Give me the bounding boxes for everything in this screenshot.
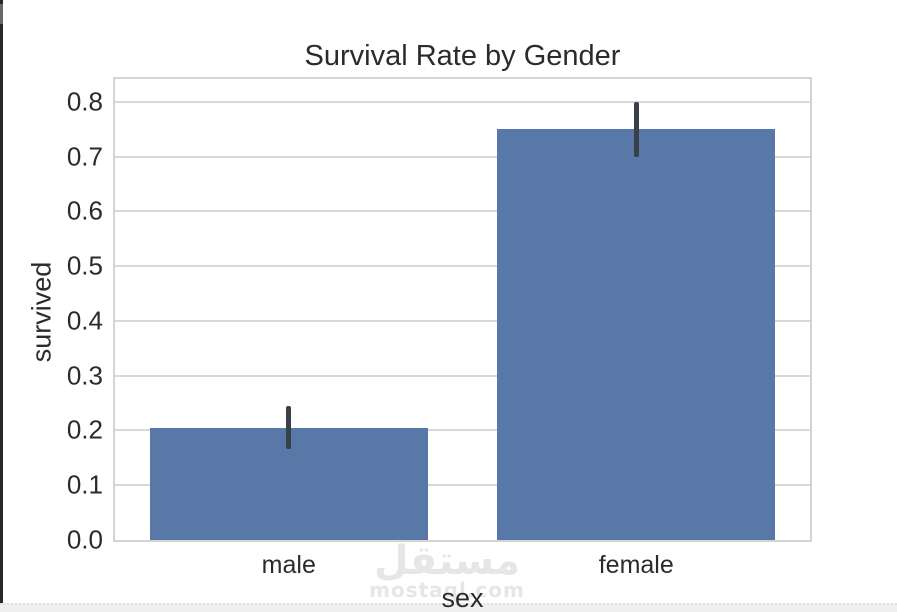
- y-tick-label-0.6: 0.6: [66, 195, 103, 226]
- x-tick-label-female: female: [598, 551, 674, 579]
- y-tick-label-0.7: 0.7: [66, 141, 103, 172]
- bars-layer: [115, 79, 810, 540]
- x-axis-label: sex: [441, 583, 484, 612]
- chart-title: Survival Rate by Gender: [304, 40, 621, 72]
- gridline-0.2: [115, 429, 810, 432]
- gridline-0.5: [115, 265, 810, 268]
- y-tick-label-0.1: 0.1: [66, 469, 103, 500]
- y-tick-label-0.4: 0.4: [66, 305, 103, 336]
- y-tick-label-0.2: 0.2: [66, 414, 103, 445]
- x-tick-label-male: male: [261, 551, 316, 579]
- error-bar-male: [286, 405, 292, 449]
- left-edge-strip-highlight: [0, 4, 3, 24]
- y-tick-label-0.0: 0.0: [66, 524, 103, 555]
- gridline-0.8: [115, 100, 810, 103]
- gridline-0.1: [115, 484, 810, 487]
- gridline-0.6: [115, 210, 810, 213]
- bottom-edge-strip: [0, 603, 897, 612]
- error-bar-female: [633, 101, 639, 157]
- y-tick-label-0.3: 0.3: [66, 360, 103, 391]
- y-tick-label-0.8: 0.8: [66, 86, 103, 117]
- bar-female: [497, 129, 776, 540]
- x-axis-tick-labels: male female: [115, 551, 810, 583]
- gridline-0.7: [115, 155, 810, 158]
- gridline-0.4: [115, 319, 810, 322]
- left-edge-strip: [0, 0, 3, 603]
- y-tick-label-0.5: 0.5: [66, 250, 103, 281]
- plot-area: [113, 77, 812, 542]
- gridline-0.3: [115, 374, 810, 377]
- y-axis-tick-labels: 0.0 0.1 0.2 0.3 0.4 0.5 0.6 0.7 0.8: [45, 79, 103, 554]
